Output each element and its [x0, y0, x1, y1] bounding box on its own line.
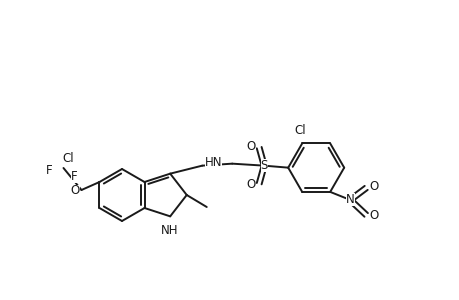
Text: F: F — [71, 169, 78, 182]
Text: S: S — [260, 159, 267, 172]
Text: N: N — [345, 194, 354, 206]
Text: O: O — [71, 184, 80, 197]
Text: O: O — [369, 180, 378, 194]
Text: NH: NH — [160, 224, 178, 237]
Text: O: O — [246, 140, 255, 153]
Text: F: F — [46, 164, 53, 176]
Text: HN: HN — [204, 156, 222, 169]
Text: O: O — [369, 209, 378, 222]
Text: O: O — [246, 178, 255, 191]
Text: Cl: Cl — [62, 152, 74, 164]
Text: Cl: Cl — [294, 124, 305, 137]
